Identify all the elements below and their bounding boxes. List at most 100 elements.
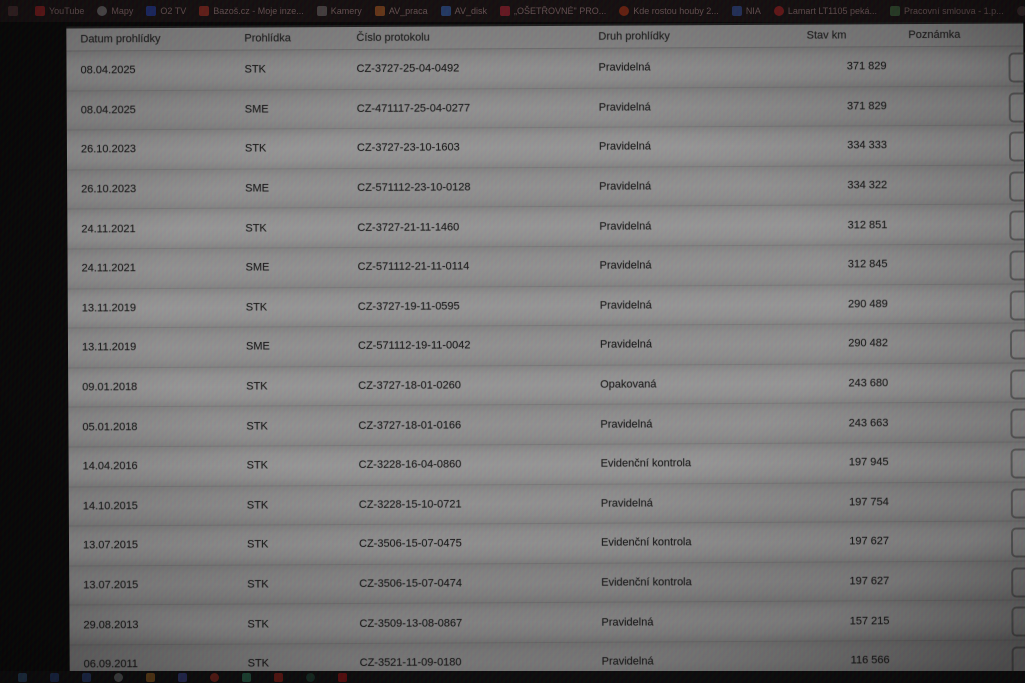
cell-druh-prohlidky: Evidenční kontrola	[601, 576, 692, 589]
bookmark-label: AV_praca	[388, 6, 428, 16]
folder-icon	[316, 6, 327, 16]
bookmark-item[interactable]	[8, 6, 22, 16]
bookmark-item[interactable]: Bazoš.cz - Moje inze...	[199, 6, 304, 16]
note-button-stub[interactable]	[1010, 369, 1025, 400]
taskbar-app-icon[interactable]	[178, 672, 187, 682]
cell-prohlidka: STK	[246, 538, 269, 551]
bookmark-item[interactable]: O2 TV	[146, 6, 186, 16]
table-row: 09.01.2018 STK CZ-3727-18-01-0260 Opakov…	[68, 363, 1025, 408]
folder-icon	[374, 6, 385, 16]
drive-icon	[440, 6, 451, 16]
header-druh-prohlidky: Druh prohlídky	[598, 30, 670, 43]
note-button-stub[interactable]	[1009, 250, 1025, 281]
cell-druh-prohlidky: Evidenční kontrola	[600, 457, 692, 470]
note-button-stub[interactable]	[1011, 567, 1025, 598]
bookmark-label: O2 TV	[160, 6, 187, 16]
cell-poznamka	[897, 620, 1025, 621]
youtube-icon	[619, 6, 630, 16]
cell-cislo-protokolu: CZ-3506-15-07-0474	[359, 577, 462, 590]
bookmark-item[interactable]	[1016, 6, 1025, 16]
note-button-stub[interactable]	[1010, 487, 1025, 519]
shop-icon	[773, 6, 784, 16]
table-row: 13.11.2019 STK CZ-3727-19-11-0595 Pravid…	[67, 284, 1025, 329]
cell-druh-prohlidky: Pravidelná	[600, 497, 653, 510]
cell-cislo-protokolu: CZ-3727-18-01-0260	[358, 379, 461, 393]
table-row: 05.01.2018 STK CZ-3727-18-01-0166 Pravid…	[68, 402, 1025, 448]
bookmark-label: Pracovní smlouva - 1.p...	[904, 6, 1004, 16]
table-row: 26.10.2023 SME CZ-571112-23-10-0128 Prav…	[67, 165, 1025, 210]
bookmark-item[interactable]: YouTube	[35, 6, 84, 16]
browser-icon[interactable]	[114, 672, 123, 682]
cell-cislo-protokolu: CZ-471117-25-04-0277	[356, 102, 471, 115]
header-cislo-protokolu: Číslo protokolu	[356, 31, 430, 44]
globe-icon	[1016, 6, 1025, 16]
bookmark-item[interactable]: AV_praca	[374, 6, 428, 16]
cell-stav-km: 312 851	[847, 218, 888, 232]
cell-datum-prohlidky: 24.11.2021	[81, 222, 136, 236]
taskbar-app-icon[interactable]	[274, 672, 283, 682]
cell-cislo-protokolu: CZ-3727-25-04-0492	[356, 62, 460, 76]
bookmark-item[interactable]: „OŠETŘOVNÉ" PRO...	[500, 6, 606, 16]
cell-prohlidka: SME	[245, 182, 270, 195]
bookmark-item[interactable]: Kamery	[316, 6, 362, 16]
note-button-stub[interactable]	[1010, 527, 1025, 558]
taskbar-app-icon[interactable]	[242, 672, 251, 682]
note-button-stub[interactable]	[1009, 171, 1025, 202]
cell-prohlidka: SME	[244, 103, 269, 116]
cell-datum-prohlidky: 13.07.2015	[82, 539, 139, 552]
cell-prohlidka: STK	[244, 142, 267, 156]
browser-icon[interactable]	[210, 672, 219, 682]
header-stav-km: Stav km	[806, 29, 847, 42]
cell-prohlidka: SME	[245, 340, 270, 354]
taskbar-app-icon[interactable]	[50, 672, 59, 682]
cell-datum-prohlidky: 26.10.2023	[80, 143, 137, 156]
cell-stav-km: 334 333	[847, 139, 887, 152]
start-icon[interactable]	[18, 672, 27, 682]
note-button-stub[interactable]	[1010, 408, 1025, 439]
cell-stav-km: 243 663	[848, 416, 889, 430]
taskbar-app-icon[interactable]	[82, 672, 91, 682]
bookmark-item[interactable]: NIA	[731, 6, 761, 16]
mapy-icon	[97, 6, 108, 16]
cell-datum-prohlidky: 08.04.2025	[80, 104, 136, 117]
cell-druh-prohlidky: Pravidelná	[600, 418, 653, 431]
cell-druh-prohlidky: Pravidelná	[601, 655, 654, 668]
note-button-stub[interactable]	[1010, 448, 1025, 479]
bookmark-item[interactable]: Lamart LT1105 peká...	[773, 6, 877, 16]
cell-poznamka	[897, 501, 1025, 502]
bookmark-favicon	[8, 6, 18, 16]
cell-stav-km: 116 566	[850, 654, 890, 667]
table-row: 14.04.2016 STK CZ-3228-16-04-0860 Eviden…	[68, 442, 1025, 488]
cell-datum-prohlidky: 14.04.2016	[82, 460, 138, 473]
bookmark-item[interactable]: Mapy	[97, 6, 133, 16]
cell-prohlidka: STK	[245, 222, 267, 235]
cell-cislo-protokolu: CZ-571112-21-11-0114	[357, 260, 470, 274]
explorer-icon[interactable]	[146, 672, 155, 682]
bookmark-item[interactable]: Pracovní smlouva - 1.p...	[890, 6, 1004, 16]
note-button-stub[interactable]	[1009, 290, 1025, 321]
cell-poznamka	[895, 224, 1024, 225]
taskbar-app-icon[interactable]	[306, 672, 315, 682]
inspection-history-page: Datum prohlídky Prohlídka Číslo protokol…	[66, 21, 1025, 683]
taskbar-app-icon[interactable]	[338, 672, 347, 682]
note-button-stub[interactable]	[1008, 52, 1025, 83]
cell-cislo-protokolu: CZ-3727-18-01-0166	[358, 419, 462, 432]
cell-poznamka	[896, 264, 1025, 265]
bookmark-item[interactable]: Kde rostou houby 2...	[619, 6, 719, 16]
note-button-stub[interactable]	[1009, 210, 1025, 241]
cell-datum-prohlidky: 13.11.2019	[81, 302, 137, 315]
note-button-stub[interactable]	[1008, 131, 1025, 162]
cell-datum-prohlidky: 08.04.2025	[80, 64, 136, 77]
table-row: 24.11.2021 STK CZ-3727-21-11-1460 Pravid…	[67, 204, 1025, 250]
note-button-stub[interactable]	[1011, 606, 1025, 637]
cell-cislo-protokolu: CZ-3506-15-07-0475	[358, 537, 462, 551]
note-button-stub[interactable]	[1009, 329, 1025, 360]
table-row: 14.10.2015 STK CZ-3228-15-10-0721 Pravid…	[68, 482, 1025, 527]
document-icon	[890, 6, 901, 16]
note-button-stub[interactable]	[1008, 92, 1025, 123]
cell-cislo-protokolu: CZ-3727-19-11-0595	[357, 300, 460, 313]
cell-cislo-protokolu: CZ-571112-23-10-0128	[357, 181, 471, 195]
bookmark-item[interactable]: AV_disk	[440, 6, 487, 16]
table-row: 29.08.2013 STK CZ-3509-13-08-0867 Pravid…	[69, 600, 1025, 646]
